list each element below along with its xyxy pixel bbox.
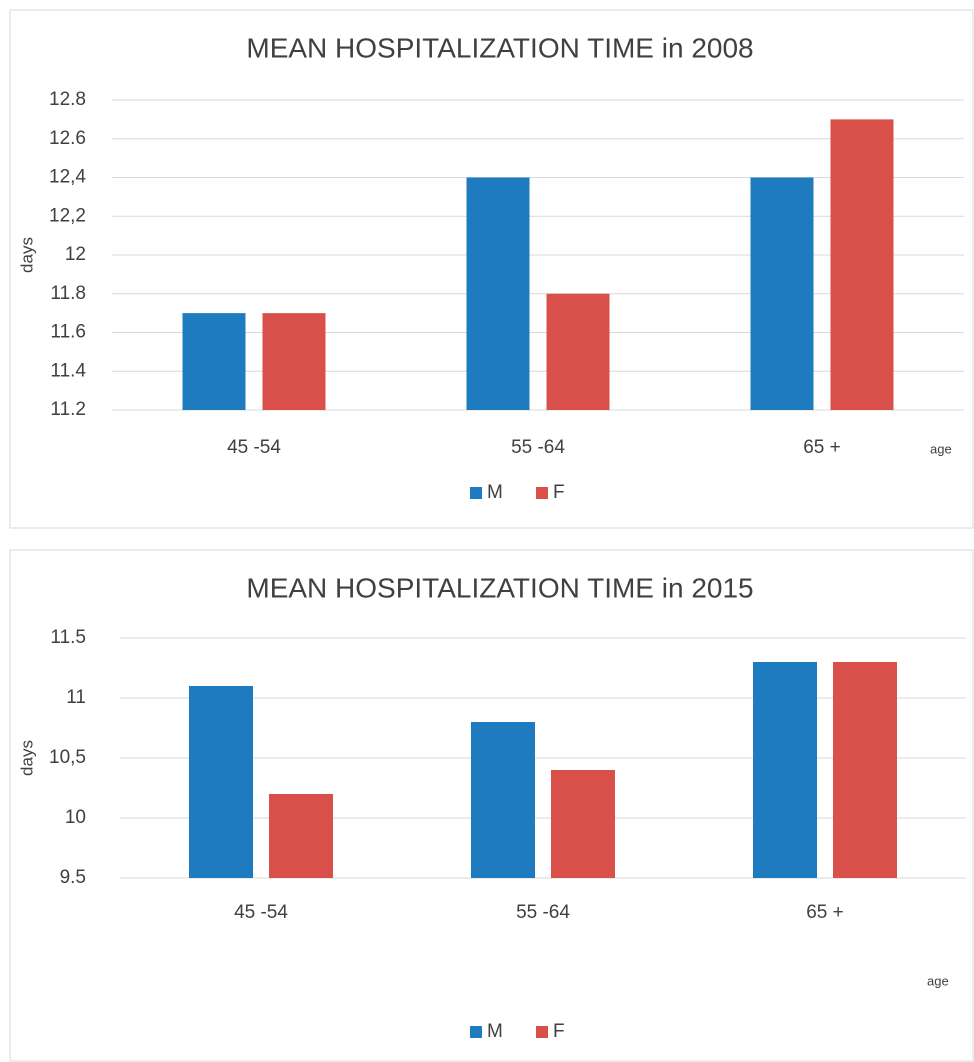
y-tick-label: 11.2 xyxy=(50,399,86,420)
y-axis-label: days xyxy=(17,237,36,273)
x-tick-label: 65 + xyxy=(806,902,844,923)
chart-title: MEAN HOSPITALIZATION TIME in 2008 xyxy=(246,32,753,63)
bar xyxy=(182,313,246,410)
y-tick-label: 10,5 xyxy=(49,747,86,768)
bar xyxy=(830,119,894,410)
x-tick-label: 65 + xyxy=(803,437,841,458)
x-axis-label: age xyxy=(927,973,949,988)
legend-label: M xyxy=(487,1021,503,1042)
bar xyxy=(189,686,253,878)
x-tick-label: 55 -64 xyxy=(511,437,565,458)
y-axis-label: days xyxy=(17,740,36,776)
bar xyxy=(466,177,530,410)
y-tick-label: 12 xyxy=(65,244,86,265)
legend-label: F xyxy=(553,1021,565,1042)
bar xyxy=(750,177,814,410)
legend-swatch xyxy=(536,1026,548,1038)
x-tick-label: 55 -64 xyxy=(516,902,570,923)
y-tick-label: 12,4 xyxy=(49,167,86,188)
chart-title: MEAN HOSPITALIZATION TIME in 2015 xyxy=(246,572,753,603)
bar xyxy=(546,293,610,410)
bar xyxy=(262,313,326,410)
legend-swatch xyxy=(470,1026,482,1038)
y-tick-label: 12.8 xyxy=(49,89,86,110)
y-tick-label: 10 xyxy=(65,807,86,828)
bar xyxy=(753,662,817,878)
bar xyxy=(551,770,615,878)
y-tick-label: 11 xyxy=(66,687,86,708)
x-axis-label: age xyxy=(930,441,952,456)
x-tick-label: 45 -54 xyxy=(234,902,288,923)
y-tick-label: 11.5 xyxy=(50,627,86,648)
x-tick-label: 45 -54 xyxy=(227,437,281,458)
y-tick-label: 11.8 xyxy=(50,283,86,304)
y-tick-label: 11.6 xyxy=(50,322,86,343)
y-tick-label: 11.4 xyxy=(50,360,86,381)
bar xyxy=(471,722,535,878)
legend-swatch xyxy=(536,487,548,499)
legend-swatch xyxy=(470,487,482,499)
bar xyxy=(833,662,897,878)
y-tick-label: 12.6 xyxy=(49,128,86,149)
bar xyxy=(269,794,333,878)
legend-label: M xyxy=(487,482,503,503)
legend-label: F xyxy=(553,482,565,503)
y-tick-label: 9.5 xyxy=(60,867,86,888)
y-tick-label: 12,2 xyxy=(49,205,86,226)
